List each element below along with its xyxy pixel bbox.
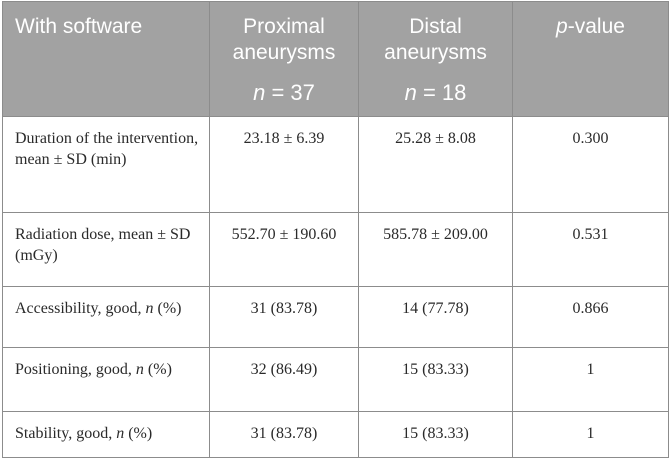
cell-p-value: 0.866: [512, 286, 669, 348]
cell-distal: 14 (77.78): [358, 286, 513, 348]
row-label-radiation: Radiation dose, mean ± SD (mGy): [2, 212, 210, 287]
table-row: Stability, good, n (%) 31 (83.78) 15 (83…: [2, 411, 669, 458]
header-proximal-n: n = 37: [216, 80, 352, 106]
cell-distal: 15 (83.33): [358, 411, 513, 458]
table-header: With software Proximal aneurysms n = 37 …: [2, 1, 669, 117]
header-distal-n: n = 18: [365, 80, 506, 106]
header-proximal-aneurysms: Proximal aneurysms n = 37: [209, 1, 359, 117]
header-distal-line1: Distal: [409, 15, 462, 38]
table-row: Radiation dose, mean ± SD (mGy) 552.70 ±…: [2, 212, 669, 287]
cell-proximal: 31 (83.78): [209, 411, 359, 458]
row-label-accessibility: Accessibility, good, n (%): [2, 286, 210, 348]
table-body: Duration of the intervention, mean ± SD …: [2, 116, 669, 458]
cell-p-value: 0.300: [512, 116, 669, 213]
row-label-stability: Stability, good, n (%): [2, 411, 210, 458]
header-proximal-n-value: = 37: [265, 80, 315, 105]
cell-distal: 25.28 ± 8.08: [358, 116, 513, 213]
label-unit: (%): [153, 300, 182, 317]
label-n: n: [145, 300, 154, 317]
label-n: n: [135, 361, 144, 378]
cell-p-value: 1: [512, 347, 669, 412]
cell-proximal: 31 (83.78): [209, 286, 359, 348]
label-unit: (%): [124, 425, 153, 442]
header-distal-line2: aneurysms: [384, 41, 487, 64]
header-proximal-line2: aneurysms: [232, 41, 336, 64]
cell-proximal: 552.70 ± 190.60: [209, 212, 359, 287]
header-distal-aneurysms: Distal aneurysms n = 18: [358, 1, 513, 117]
cell-proximal: 32 (86.49): [209, 347, 359, 412]
label-text: Positioning, good,: [15, 361, 136, 378]
header-proximal-n-var: n: [253, 80, 266, 105]
header-p-rest: -value: [567, 15, 625, 38]
cell-proximal: 23.18 ± 6.39: [209, 116, 359, 213]
row-label-duration: Duration of the intervention, mean ± SD …: [2, 116, 210, 213]
header-row: With software Proximal aneurysms n = 37 …: [2, 1, 669, 117]
header-p-italic: p: [556, 15, 568, 38]
header-proximal-line1: Proximal: [243, 15, 325, 38]
label-text: Accessibility, good,: [15, 300, 146, 317]
label-unit: (%): [143, 361, 172, 378]
header-p-value: p-value: [512, 1, 669, 117]
cell-p-value: 0.531: [512, 212, 669, 287]
label-n: n: [116, 425, 125, 442]
label-text: Stability, good,: [15, 425, 117, 442]
cell-distal: 585.78 ± 209.00: [358, 212, 513, 287]
table-row: Duration of the intervention, mean ± SD …: [2, 116, 669, 213]
table-row: Accessibility, good, n (%) 31 (83.78) 14…: [2, 286, 669, 348]
row-label-positioning: Positioning, good, n (%): [2, 347, 210, 412]
header-with-software: With software: [2, 1, 210, 117]
header-distal-n-value: = 18: [416, 80, 467, 105]
cell-p-value: 1: [512, 411, 669, 458]
cell-distal: 15 (83.33): [358, 347, 513, 412]
header-distal-n-var: n: [404, 80, 417, 105]
table-row: Positioning, good, n (%) 32 (86.49) 15 (…: [2, 347, 669, 412]
